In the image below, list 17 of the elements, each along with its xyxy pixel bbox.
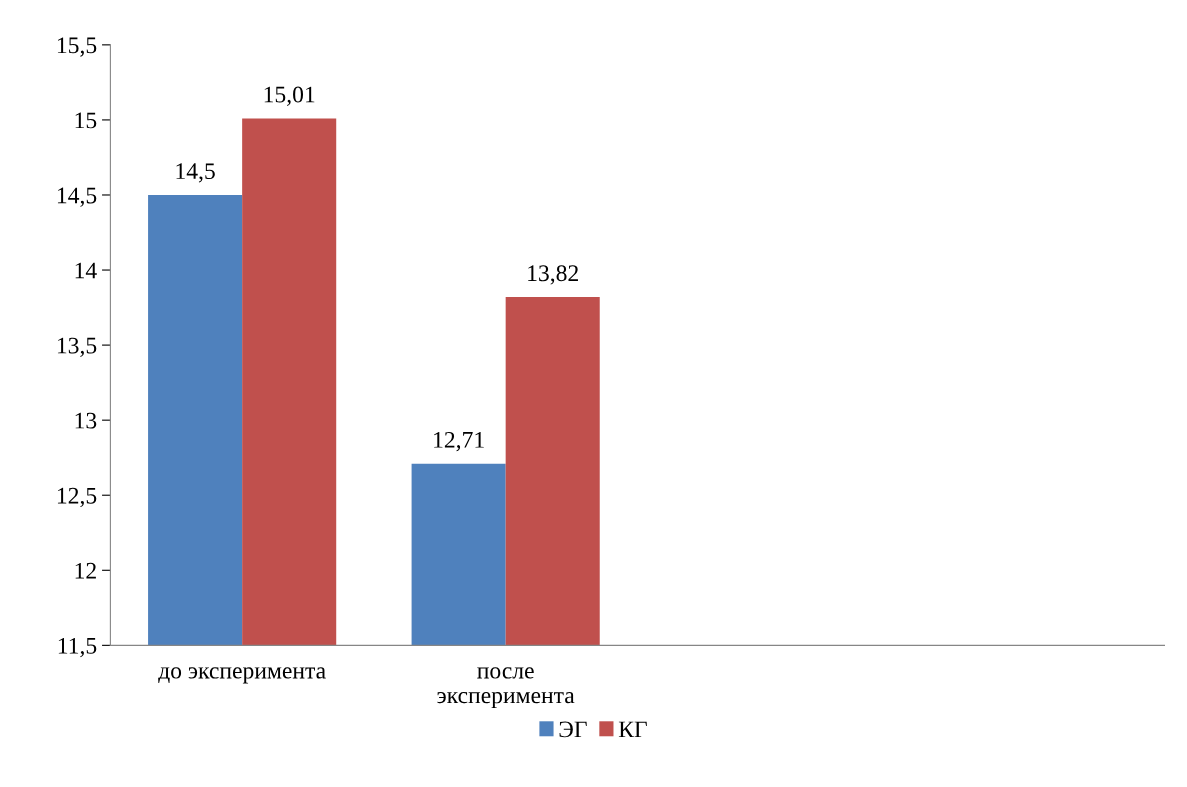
data-label: 12,71: [434, 431, 484, 452]
y-tick-label: 13,5: [57, 337, 97, 357]
legend-label: ЭГ: [559, 721, 587, 738]
y-tick-label: 15,5: [57, 37, 97, 57]
y-tick-label: 13: [75, 412, 97, 429]
data-label: 15,01: [264, 86, 315, 106]
data-label: 14,5: [176, 163, 215, 183]
y-tick-label: 14: [75, 262, 97, 279]
data-label: 13,82: [528, 265, 578, 285]
y-tick-label: 15: [75, 112, 97, 129]
x-tick-label: до эксперимента: [158, 667, 326, 684]
y-tick-label: 14,5: [57, 187, 97, 207]
y-tick-label: 12,5: [57, 487, 97, 508]
y-tick-label: 12: [75, 562, 96, 579]
y-tick-label: 11,5: [58, 637, 97, 658]
x-tick-label: после эксперимента: [437, 667, 575, 709]
legend-label: КГ: [618, 721, 647, 738]
